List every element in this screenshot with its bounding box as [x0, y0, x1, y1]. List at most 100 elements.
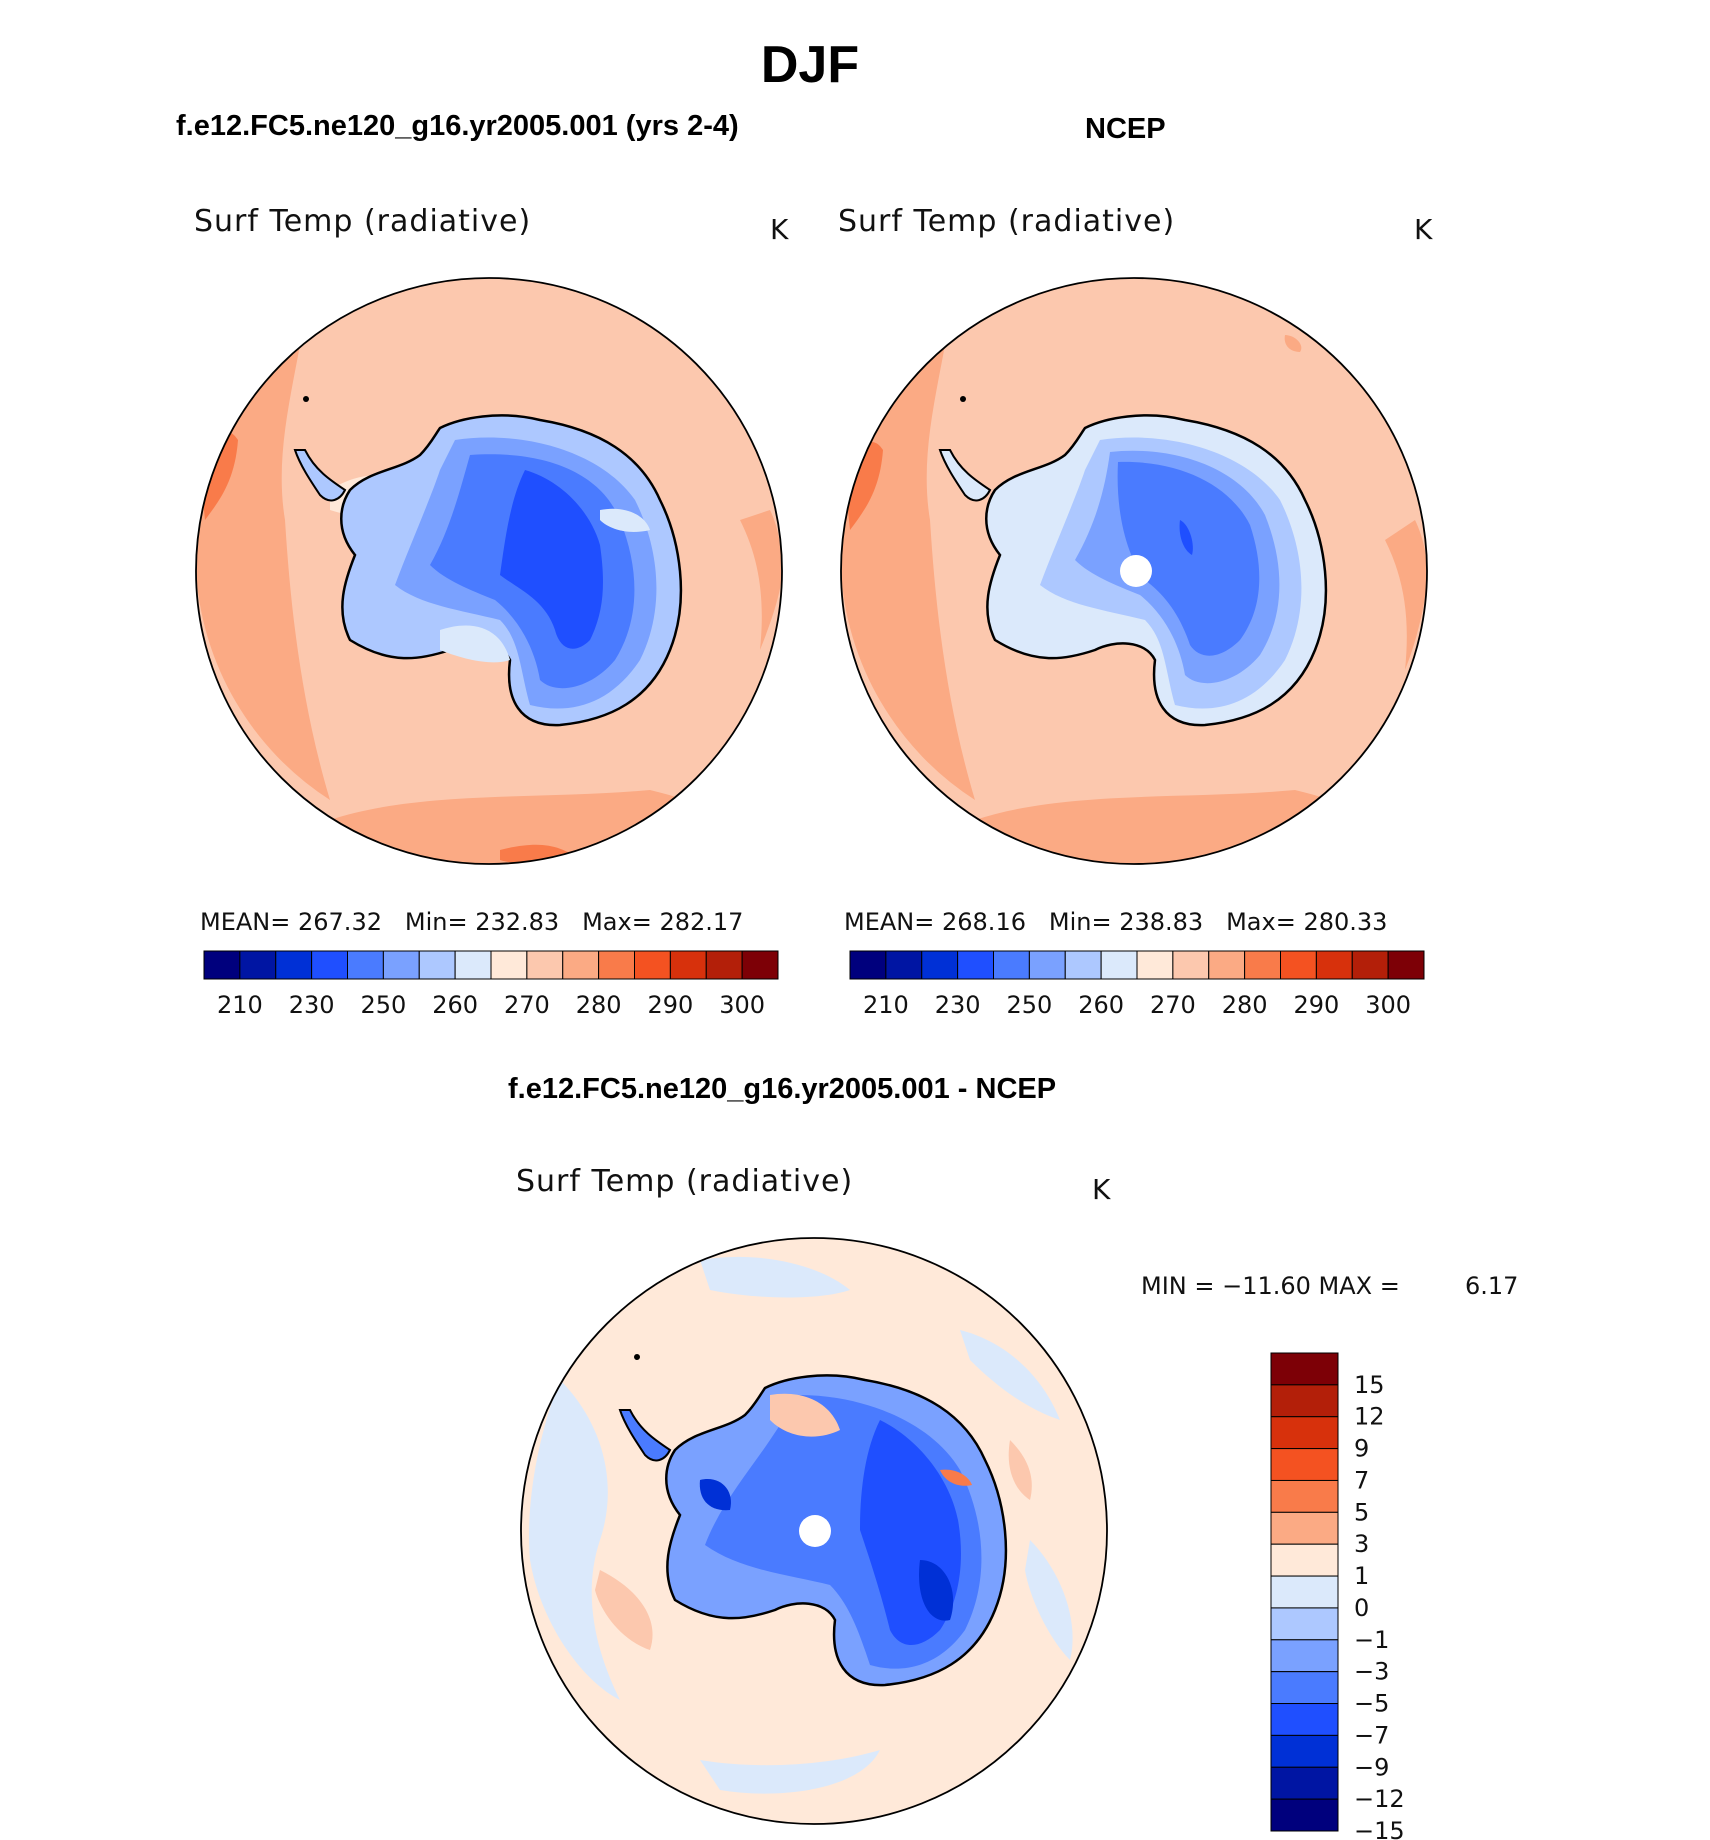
colorbar-swatch: [1028, 950, 1066, 980]
colorbar-tick-label: 12: [1354, 1403, 1385, 1431]
colorbar-tick-label: −3: [1354, 1658, 1389, 1686]
colorbar-tick-label: 5: [1354, 1498, 1369, 1526]
colorbar-model: 210 230 250 260 270 280 290 300: [203, 950, 779, 1019]
colorbar-swatch: [1270, 1607, 1339, 1641]
colorbar-swatch: [1100, 950, 1138, 980]
colorbar-swatch: [1064, 950, 1102, 980]
min-label: Min=: [1048, 908, 1112, 936]
colorbar-swatch: [1270, 1416, 1339, 1450]
colorbar-swatch: [1270, 1639, 1339, 1673]
colorbar-swatch: [490, 950, 528, 980]
max-value: 282.17: [659, 908, 744, 936]
panel-3-minmax: MIN = −11.60 MAX =: [1141, 1272, 1400, 1300]
panel-1-units: K: [770, 213, 789, 246]
colorbar-tick-label: 210: [217, 991, 263, 1019]
colorbar-tick-label: 300: [719, 991, 765, 1019]
colorbar-swatch: [418, 950, 456, 980]
colorbar-tick-label: −7: [1354, 1721, 1389, 1749]
colorbar-swatch: [275, 950, 313, 980]
colorbar-tick-label: 280: [576, 991, 622, 1019]
colorbar-tick-label: −1: [1354, 1626, 1389, 1654]
colorbar-swatch: [454, 950, 492, 980]
colorbar-tick-label: 7: [1354, 1466, 1369, 1494]
colorbar-swatch: [1270, 1511, 1339, 1545]
colorbar-swatch: [705, 950, 743, 980]
colorbar-tick-label: −15: [1354, 1817, 1405, 1840]
colorbar-ncep: 210 230 250 260 270 280 290 300: [849, 950, 1425, 1019]
colorbar-tick-label: 210: [863, 991, 909, 1019]
colorbar-swatch: [347, 950, 384, 980]
colorbar-swatch: [1270, 1575, 1339, 1609]
colorbar-swatch: [849, 950, 887, 980]
colorbar-tick-label: 260: [1078, 991, 1124, 1019]
panel-3-variable-label: Surf Temp (radiative): [516, 1164, 854, 1199]
colorbar-tick-label: −5: [1354, 1690, 1389, 1718]
max-label: Max=: [1226, 908, 1296, 936]
panel-2-heading: NCEP: [1085, 113, 1166, 145]
mean-label: MEAN=: [200, 908, 291, 936]
colorbar-swatch: [1270, 1448, 1339, 1481]
colorbar-swatch: [382, 950, 420, 980]
colorbar-swatch: [1172, 950, 1210, 980]
map-difference: [521, 1238, 1107, 1824]
colorbar-tick-label: 9: [1354, 1435, 1369, 1463]
mean-value: 268.16: [942, 908, 1026, 936]
colorbar-swatch: [1244, 950, 1281, 980]
colorbar-swatch: [203, 950, 241, 980]
colorbar-swatch: [1270, 1671, 1339, 1705]
colorbar-tick-label: 290: [647, 991, 693, 1019]
colorbar-swatch: [921, 950, 959, 980]
mean-value: 267.32: [298, 908, 382, 936]
panel-3-units: K: [1092, 1173, 1111, 1206]
colorbar-swatch: [239, 950, 277, 980]
colorbar-swatch: [562, 950, 600, 980]
colorbar-tick-label: 15: [1354, 1371, 1385, 1399]
colorbar-swatch: [1270, 1766, 1339, 1800]
colorbar-tick-label: 290: [1293, 991, 1339, 1019]
colorbar-swatch: [885, 950, 923, 980]
colorbar-tick-label: 1: [1354, 1562, 1369, 1590]
colorbar-tick-label: 270: [504, 991, 550, 1019]
colorbar-swatch: [526, 950, 564, 980]
colorbar-swatch: [1208, 950, 1246, 980]
colorbar-tick-label: 250: [1006, 991, 1052, 1019]
colorbar-tick-label: 3: [1354, 1530, 1369, 1558]
min-value: 232.83: [475, 908, 560, 936]
colorbar-tick-label: 0: [1354, 1594, 1369, 1622]
map-ncep: [841, 278, 1427, 864]
colorbar-swatch: [1270, 1479, 1339, 1513]
colorbar-swatch: [993, 950, 1030, 980]
panel-1-stats: MEAN= 267.32 Min= 232.83 Max= 282.17: [200, 908, 743, 936]
colorbar-difference: 15 12 9 7 5 3 1 0 −1 −3 −5 −7 −9 −12 −15: [1270, 1352, 1405, 1840]
colorbar-tick-label: −9: [1354, 1753, 1389, 1781]
minmax-text: MIN = −11.60 MAX =: [1141, 1272, 1400, 1300]
max-label: Max=: [582, 908, 652, 936]
panel-2-variable-label: Surf Temp (radiative): [838, 204, 1176, 239]
page-title: DJF: [760, 36, 860, 94]
colorbar-swatch: [634, 950, 671, 980]
colorbar-swatch: [1270, 1352, 1339, 1386]
colorbar-swatch: [1387, 950, 1425, 980]
colorbar-swatch: [957, 950, 994, 980]
colorbar-swatch: [1280, 950, 1317, 980]
colorbar-swatch: [1315, 950, 1353, 980]
map-model: [196, 278, 782, 864]
colorbar-tick-label: 280: [1222, 991, 1268, 1019]
colorbar-tick-label: 270: [1150, 991, 1196, 1019]
colorbar-swatch: [669, 950, 707, 980]
colorbar-swatch: [311, 950, 348, 980]
max-value: 280.33: [1303, 908, 1388, 936]
min-label: Min=: [404, 908, 468, 936]
colorbar-swatch: [1270, 1703, 1339, 1736]
colorbar-swatch: [1270, 1798, 1339, 1832]
panel-1-variable-label: Surf Temp (radiative): [194, 204, 532, 239]
panel-2-units: K: [1414, 213, 1433, 246]
colorbar-swatch: [1270, 1543, 1339, 1577]
panel-2-stats: MEAN= 268.16 Min= 238.83 Max= 280.33: [844, 908, 1387, 936]
colorbar-tick-label: −12: [1354, 1785, 1405, 1813]
colorbar-swatch: [598, 950, 635, 980]
colorbar-tick-label: 230: [289, 991, 335, 1019]
colorbar-swatch: [1270, 1384, 1339, 1418]
colorbar-swatch: [1270, 1734, 1339, 1768]
